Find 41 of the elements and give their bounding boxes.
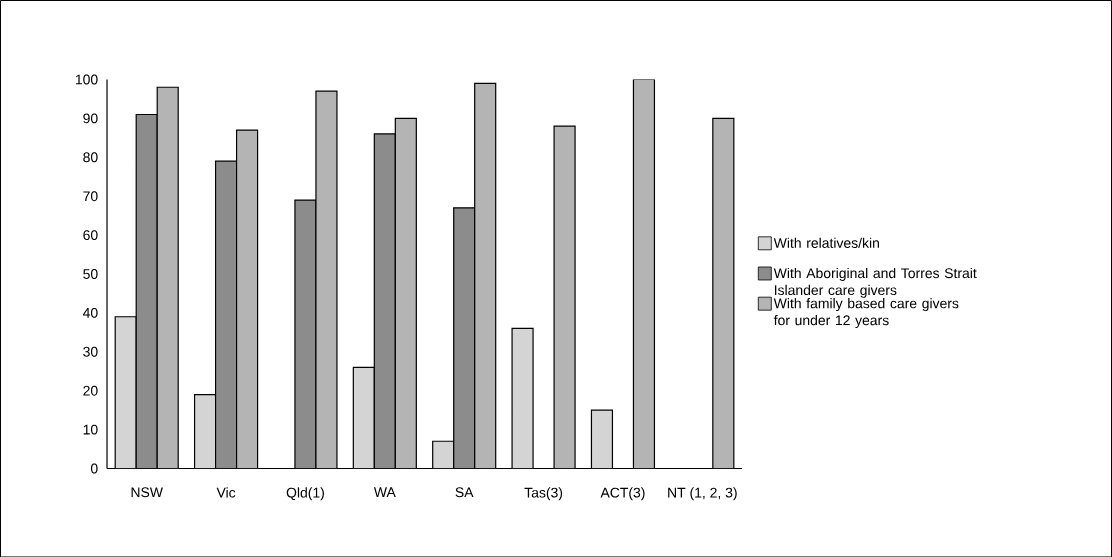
bar	[157, 87, 179, 469]
bar	[294, 199, 316, 469]
x-tick-label: ACT(3)	[600, 487, 645, 501]
y-tick-label: 40	[82, 307, 98, 318]
x-tick-label: Vic	[216, 487, 236, 498]
bar	[432, 441, 454, 469]
y-tick-label: 10	[83, 424, 98, 435]
y-tick-label: 60	[83, 229, 98, 240]
x-tick-label: SA	[455, 487, 474, 497]
y-tick-label: 70	[83, 191, 98, 201]
y-tick-label: 30	[83, 346, 98, 357]
y-tick-label: 100	[75, 74, 98, 85]
bar	[115, 316, 137, 469]
bar	[474, 83, 496, 469]
y-tick-label: 0	[90, 463, 98, 474]
bar	[512, 328, 534, 469]
x-tick-label: Qld(1)	[286, 487, 324, 501]
bar	[215, 160, 237, 469]
x-tick-label: NSW	[131, 487, 163, 497]
y-tick-label: 80	[83, 152, 98, 162]
bar	[633, 79, 655, 469]
legend-label: With Aboriginal and Torres Strait Islander care givers	[773, 267, 977, 298]
bar	[395, 118, 417, 469]
y-tick-label: 50	[83, 268, 98, 279]
x-tick-label: Tas(3)	[524, 487, 563, 501]
bar	[590, 409, 614, 469]
y-tick-label: 90	[83, 113, 98, 124]
bar	[374, 133, 396, 469]
bar	[194, 394, 216, 469]
legend-label: With family based care givers for under 12 years	[773, 297, 959, 328]
x-tick-label: WA	[373, 487, 396, 497]
bar	[554, 125, 576, 469]
bar	[712, 117, 735, 469]
bar	[315, 90, 337, 469]
bar	[453, 207, 476, 469]
legend-label: With relatives/kin	[773, 237, 879, 248]
bar	[353, 367, 375, 469]
bar	[236, 129, 258, 469]
bar	[136, 114, 158, 469]
y-tick-label: 20	[83, 385, 98, 396]
x-tick-label: NT (1, 2, 3)	[668, 487, 737, 501]
